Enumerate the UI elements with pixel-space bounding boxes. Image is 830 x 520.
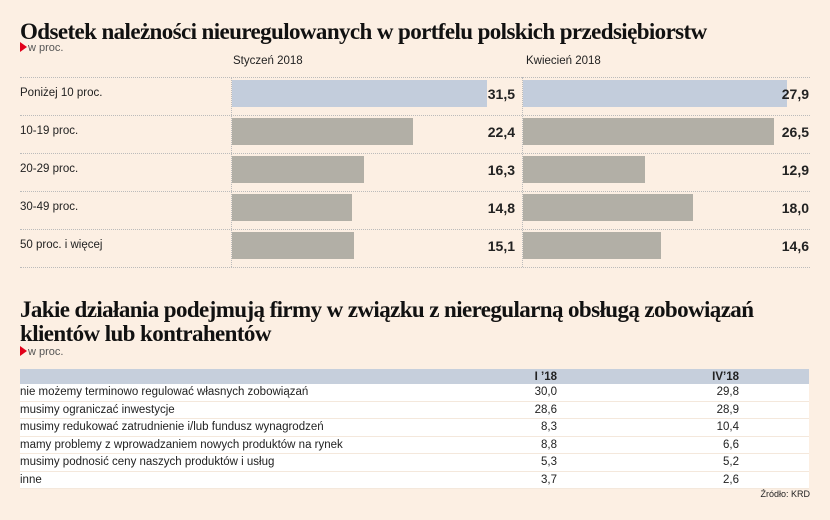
data-label: 27,9 [781,86,809,102]
cell-value: 2,6 [557,471,739,489]
axis-line [522,77,523,267]
bar [232,194,352,221]
panel-title-jan: Styczeń 2018 [233,55,303,67]
bar [523,156,646,183]
actions-table: I ’18 IV’18 nie możemy terminowo regulow… [20,369,809,489]
cell-value: 28,6 [447,401,557,419]
category-label: 20-29 proc. [20,163,79,175]
bar [523,80,787,107]
data-label: 31,5 [487,86,515,102]
triangle-icon [20,42,27,52]
cell-value: 8,8 [447,436,557,454]
cell-value [739,384,809,402]
table-row: mamy problemy z wprowadzaniem nowych pro… [20,436,809,454]
row-label: musimy podnosić ceny naszych produktów i… [20,453,447,472]
cell-value: 5,3 [447,453,557,472]
row-label: mamy problemy z wprowadzaniem nowych pro… [20,436,447,454]
table-row: musimy podnosić ceny naszych produktów i… [20,453,809,472]
cell-value: 10,4 [557,418,739,437]
table-row: musimy ograniczać inwestycje 28,6 28,9 [20,401,809,419]
axis-line [231,77,232,267]
bar [523,118,774,145]
category-label: 30-49 proc. [20,201,79,213]
cell-value [739,401,809,419]
data-label: 15,1 [487,238,515,254]
data-label: 14,8 [487,200,515,216]
row-label: nie możemy terminowo regulować własnych … [20,384,447,402]
table-unit: w proc. [20,346,63,358]
bar [523,232,662,259]
table-title: Jakie działania podejmują firmy w związk… [20,297,754,346]
source: Źródło: KRD [760,489,810,499]
unit-label: w proc. [20,42,63,54]
bar [523,194,694,221]
category-label: Poniżej 10 proc. [20,87,103,99]
chart-title: Odsetek należności nieuregulowanych w po… [20,19,707,44]
table-row: musimy redukować zatrudnienie i/lub fund… [20,418,809,437]
col-header-i18: I ’18 [447,369,557,384]
data-label: 22,4 [487,124,515,140]
row-label: inne [20,471,447,489]
table-row: nie możemy terminowo regulować własnych … [20,384,809,402]
row-divider [20,267,810,268]
cell-value [739,418,809,437]
row-label: musimy ograniczać inwestycje [20,401,447,419]
table-row: inne 3,7 2,6 [20,471,809,489]
category-label: 10-19 proc. [20,125,79,137]
cell-value [739,471,809,489]
col-header [20,369,447,384]
cell-value: 28,9 [557,401,739,419]
triangle-icon [20,346,27,356]
cell-value: 5,2 [557,453,739,472]
row-divider [20,77,810,78]
cell-value: 6,6 [557,436,739,454]
cell-value: 29,8 [557,384,739,402]
row-divider [20,191,810,192]
row-divider [20,229,810,230]
data-label: 16,3 [487,162,515,178]
cell-value [739,453,809,472]
data-label: 26,5 [781,124,809,140]
col-header-iv18: IV’18 [557,369,739,384]
bar [232,232,355,259]
bar [232,80,488,107]
cell-value: 30,0 [447,384,557,402]
bar [232,156,365,183]
data-label: 14,6 [781,238,809,254]
category-label: 50 proc. i więcej [20,239,103,251]
row-label: musimy redukować zatrudnienie i/lub fund… [20,418,447,437]
bar [232,118,414,145]
cell-value: 3,7 [447,471,557,489]
row-divider [20,153,810,154]
row-divider [20,115,810,116]
cell-value: 8,3 [447,418,557,437]
cell-value [739,436,809,454]
data-label: 18,0 [781,200,809,216]
data-label: 12,9 [781,162,809,178]
panel-title-apr: Kwiecień 2018 [526,55,601,67]
